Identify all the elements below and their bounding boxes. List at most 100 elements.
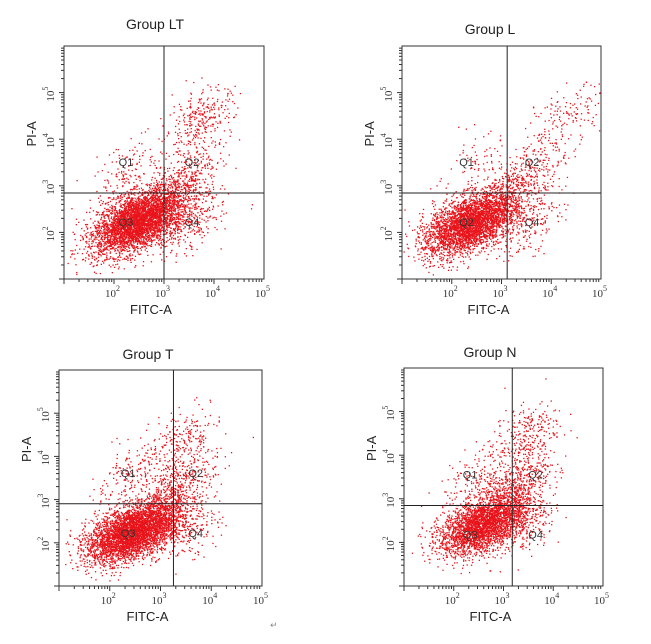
- event-dot: [75, 218, 78, 220]
- event-dot: [112, 258, 114, 261]
- event-dot: [160, 209, 162, 211]
- event-dot: [165, 233, 168, 235]
- event-dot: [140, 253, 142, 255]
- event-dot: [140, 238, 142, 240]
- event-dot: [202, 121, 204, 123]
- event-dot: [139, 228, 141, 230]
- event-dot: [170, 252, 172, 254]
- event-dot: [125, 207, 127, 209]
- event-dot: [172, 169, 174, 172]
- event-dot: [139, 202, 141, 204]
- event-dot: [213, 175, 215, 178]
- event-dot: [157, 199, 159, 201]
- event-dot: [112, 224, 114, 226]
- event-dot: [149, 209, 152, 211]
- event-dot: [171, 223, 174, 225]
- event-dot: [164, 210, 166, 212]
- event-dot: [123, 212, 126, 214]
- event-dot: [98, 214, 101, 216]
- event-dot: [204, 115, 206, 118]
- event-dot: [157, 212, 159, 214]
- event-dot: [117, 268, 120, 270]
- event-dot: [113, 198, 115, 200]
- event-dot: [142, 242, 144, 244]
- event-dot: [207, 125, 209, 127]
- event-dot: [124, 208, 126, 210]
- event-dot: [149, 237, 151, 239]
- event-dot: [116, 237, 118, 240]
- event-dot: [193, 198, 195, 200]
- event-dot: [189, 125, 191, 127]
- event-dot: [110, 224, 112, 226]
- event-dot: [161, 208, 163, 211]
- event-dot: [106, 179, 108, 181]
- event-dot: [107, 217, 110, 219]
- event-dot: [198, 143, 201, 145]
- event-dot: [122, 217, 124, 219]
- event-dot: [195, 197, 197, 199]
- event-dot: [146, 216, 148, 218]
- event-dot: [150, 201, 152, 204]
- event-dot: [137, 213, 139, 215]
- event-dot: [124, 243, 126, 245]
- event-dot: [153, 207, 155, 209]
- event-dot: [120, 211, 122, 213]
- event-dot: [180, 214, 182, 216]
- event-dot: [114, 220, 116, 222]
- event-dot: [146, 213, 148, 215]
- event-dot: [141, 202, 143, 204]
- event-dot: [128, 247, 131, 249]
- event-dot: [106, 209, 108, 211]
- event-dot: [96, 264, 98, 267]
- event-dot: [197, 123, 199, 125]
- event-dot: [132, 230, 134, 232]
- event-dot: [114, 209, 116, 211]
- event-dot: [102, 212, 105, 214]
- event-dot: [159, 200, 161, 202]
- event-dot: [108, 246, 111, 248]
- event-dot: [135, 232, 137, 234]
- event-dot: [147, 219, 149, 221]
- event-dot: [141, 233, 143, 235]
- event-dot: [160, 178, 162, 180]
- event-dot: [135, 223, 137, 225]
- event-dot: [187, 184, 189, 186]
- event-dot: [141, 239, 143, 241]
- event-dot: [121, 218, 124, 221]
- event-dot: [119, 228, 121, 230]
- event-dot: [159, 198, 162, 200]
- event-dot: [133, 202, 135, 204]
- event-dot: [113, 222, 116, 224]
- event-dot: [191, 171, 193, 173]
- event-dot: [209, 117, 211, 120]
- event-dot: [195, 178, 197, 180]
- event-dot: [109, 223, 111, 225]
- event-dot: [196, 182, 198, 185]
- event-dot: [159, 220, 161, 222]
- event-dot: [107, 245, 109, 247]
- event-dot: [132, 224, 134, 227]
- event-dot: [141, 241, 143, 243]
- event-dot: [136, 150, 138, 152]
- event-dot: [194, 113, 197, 115]
- event-dot: [178, 187, 180, 189]
- event-dot: [123, 233, 125, 235]
- event-dot: [158, 244, 160, 246]
- event-dot: [221, 201, 223, 204]
- event-dot: [123, 219, 125, 221]
- event-dot: [210, 137, 212, 139]
- event-dot: [161, 224, 163, 226]
- event-dot: [179, 238, 181, 240]
- event-dot: [85, 241, 87, 243]
- event-dot: [130, 225, 132, 227]
- event-dot: [182, 169, 184, 171]
- event-dot: [108, 258, 110, 260]
- event-dot: [128, 237, 130, 239]
- event-dot: [208, 188, 211, 190]
- event-dot: [200, 194, 202, 196]
- event-dot: [101, 203, 104, 205]
- event-dot: [124, 229, 126, 231]
- event-dot: [134, 236, 136, 238]
- event-dot: [197, 227, 200, 229]
- event-dot: [98, 243, 100, 245]
